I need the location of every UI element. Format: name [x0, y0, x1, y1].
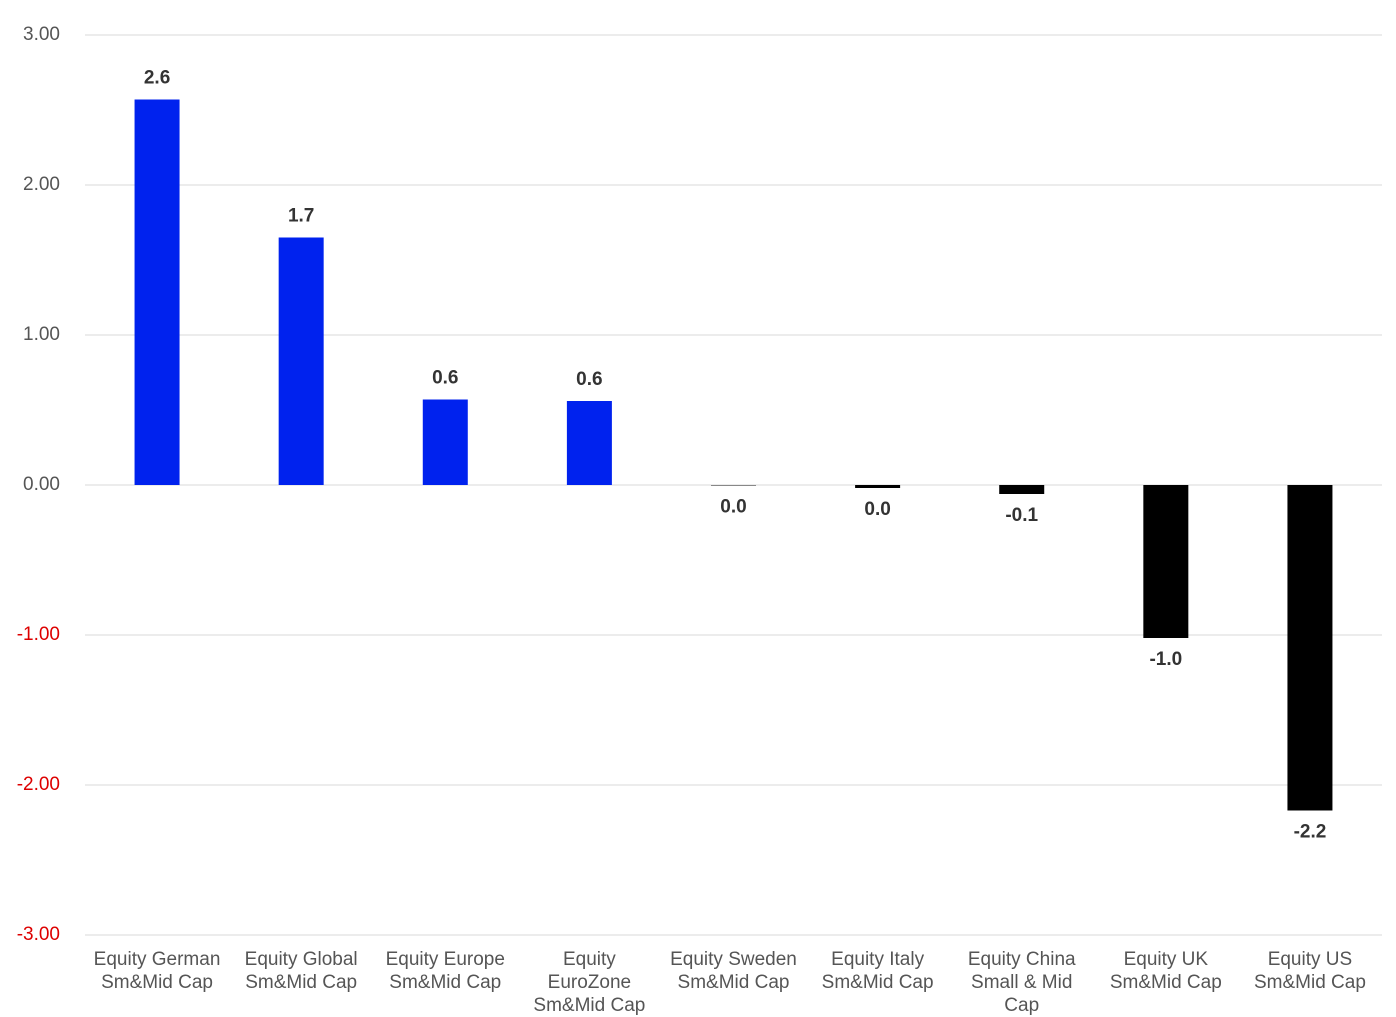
value-label: -2.2 [1294, 822, 1327, 843]
x-tick-label: Equity Global Sm&Mid Cap [244, 949, 358, 993]
y-tick-label: -3.00 [17, 924, 60, 945]
value-label: 0.0 [720, 497, 746, 518]
y-tick-label: 1.00 [23, 324, 60, 345]
y-tick-label: -1.00 [17, 624, 60, 645]
x-tick-label: Equity Sweden Sm&Mid Cap [670, 949, 797, 993]
bar [566, 401, 612, 485]
bar [422, 399, 468, 485]
value-label: 0.0 [864, 499, 890, 520]
x-tick-label: Equity EuroZone Sm&Mid Cap [533, 949, 646, 1016]
x-tick-label: Equity Italy Sm&Mid Cap [821, 949, 934, 993]
y-tick-label: 0.00 [23, 474, 60, 495]
y-tick-label: 2.00 [23, 174, 60, 195]
y-tick-label: 3.00 [23, 24, 60, 45]
bar [1287, 485, 1333, 811]
bar [134, 99, 180, 485]
x-tick-label: Equity UK Sm&Mid Cap [1109, 949, 1222, 993]
bar [278, 237, 324, 485]
value-label: 0.6 [576, 369, 602, 390]
x-tick-label: Equity US Sm&Mid Cap [1253, 949, 1366, 993]
bar [711, 485, 756, 486]
x-tick-label: Equity China Small & Mid Cap [967, 949, 1076, 1016]
value-label: 0.6 [432, 368, 458, 389]
value-label: 2.6 [144, 68, 170, 89]
y-tick-label: -2.00 [17, 774, 60, 795]
value-label: -0.1 [1005, 505, 1038, 526]
bar [1143, 485, 1189, 638]
value-label: 1.7 [288, 206, 314, 227]
value-label: -1.0 [1149, 649, 1182, 670]
x-tick-label: Equity German Sm&Mid Cap [93, 949, 221, 993]
bar [999, 485, 1045, 494]
x-tick-label: Equity Europe Sm&Mid Cap [385, 949, 505, 993]
bar [855, 485, 901, 488]
